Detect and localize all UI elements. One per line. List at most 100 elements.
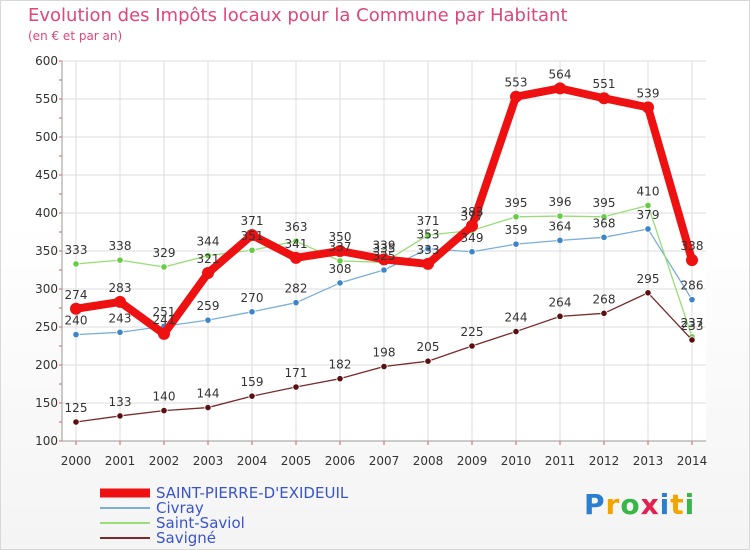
y-tick-label: 250	[35, 320, 58, 334]
logo-letter: t	[670, 488, 685, 521]
data-label: 333	[65, 243, 88, 257]
data-point	[248, 246, 256, 254]
data-label: 140	[153, 390, 176, 404]
data-label: 539	[637, 86, 660, 100]
data-label: 338	[681, 239, 704, 253]
data-label: 350	[329, 230, 352, 244]
logo-letter: o	[620, 488, 641, 521]
legend-label: Saint-Saviol	[156, 514, 245, 532]
data-label: 371	[417, 214, 440, 228]
data-label: 251	[153, 305, 176, 319]
y-tick-label: 450	[35, 168, 58, 182]
data-point	[424, 357, 432, 365]
logo-letter: r	[605, 488, 621, 521]
data-point	[644, 289, 652, 297]
data-point	[468, 342, 476, 350]
data-label: 264	[549, 295, 572, 309]
x-tick-label: 2000	[61, 454, 92, 468]
data-label: 286	[681, 279, 704, 293]
data-labels-3: 125 133 140 144 159 171 182 198 205 225 244 264 268 2…	[65, 272, 704, 415]
data-point	[248, 308, 256, 316]
x-tick-label: 2012	[589, 454, 620, 468]
legend: SAINT-PIERRE-D'EXIDEUILCivraySaint-Savio…	[100, 484, 349, 547]
data-point	[72, 260, 80, 268]
data-label: 553	[505, 76, 528, 90]
data-label: 205	[417, 340, 440, 354]
data-point	[116, 328, 124, 336]
data-point	[116, 412, 124, 420]
data-label: 270	[241, 291, 264, 305]
x-tick-label: 2013	[633, 454, 664, 468]
data-point	[336, 257, 344, 265]
data-point	[424, 245, 432, 253]
data-label: 379	[637, 208, 660, 222]
data-point	[204, 403, 212, 412]
x-tick-label: 2004	[237, 454, 268, 468]
proxiti-logo: Proxiti	[584, 488, 695, 521]
data-point	[600, 233, 608, 241]
data-label: 368	[593, 216, 616, 230]
data-point	[292, 237, 300, 245]
data-label: 377	[461, 209, 484, 223]
x-tick-label: 2010	[501, 454, 532, 468]
data-label: 341	[285, 237, 308, 251]
data-point	[160, 406, 168, 415]
data-point	[424, 231, 432, 239]
data-label: 337	[329, 240, 352, 254]
legend-label: Civray	[156, 499, 204, 517]
data-label: 396	[549, 195, 572, 209]
data-point	[644, 225, 652, 233]
data-point	[72, 330, 80, 339]
data-label: 329	[153, 246, 176, 260]
data-label: 268	[593, 292, 616, 306]
data-label: 344	[197, 235, 220, 249]
x-tick-label: 2006	[325, 454, 356, 468]
data-label: 333	[417, 243, 440, 257]
data-label: 243	[109, 311, 132, 325]
data-label: 198	[373, 346, 396, 360]
data-label: 274	[65, 288, 88, 302]
data-point	[688, 336, 696, 344]
data-point	[246, 229, 258, 242]
data-label: 133	[109, 395, 132, 409]
y-tick-label: 100	[35, 434, 58, 448]
data-label: 295	[637, 272, 660, 286]
data-label: 359	[505, 223, 528, 237]
data-label: 353	[417, 228, 440, 242]
data-point	[116, 256, 124, 264]
data-label: 144	[197, 387, 220, 401]
data-label: 339	[373, 238, 396, 252]
data-point	[512, 327, 520, 336]
data-point	[204, 316, 212, 324]
series-1	[72, 225, 696, 339]
data-point	[204, 251, 212, 260]
data-label: 182	[329, 358, 352, 372]
data-label: 244	[505, 311, 528, 325]
data-point	[600, 309, 608, 317]
data-label: 410	[637, 184, 660, 198]
data-label: 308	[329, 262, 352, 276]
data-labels-2: 333 338 329 344 351 363 337 335 371 377 395 396 395 4…	[65, 184, 704, 329]
chart-subtitle: (en € et par an)	[28, 29, 123, 43]
data-point	[556, 236, 564, 244]
data-point	[158, 327, 170, 340]
y-tick-label: 400	[35, 206, 58, 220]
x-tick-label: 2011	[545, 454, 576, 468]
data-point	[512, 240, 520, 248]
data-label: 383	[461, 205, 484, 219]
data-point	[292, 299, 300, 307]
data-point	[202, 267, 214, 280]
data-label: 325	[373, 249, 396, 263]
data-label: 335	[373, 241, 396, 255]
data-point	[598, 92, 610, 105]
data-point	[380, 266, 388, 274]
logo-letter: P	[584, 488, 606, 521]
data-label: 364	[549, 219, 572, 233]
data-point	[688, 296, 696, 304]
data-point	[336, 375, 344, 383]
data-label: 363	[285, 220, 308, 234]
data-label: 225	[461, 325, 484, 339]
data-label: 171	[285, 366, 308, 380]
x-tick-label: 2005	[281, 454, 312, 468]
